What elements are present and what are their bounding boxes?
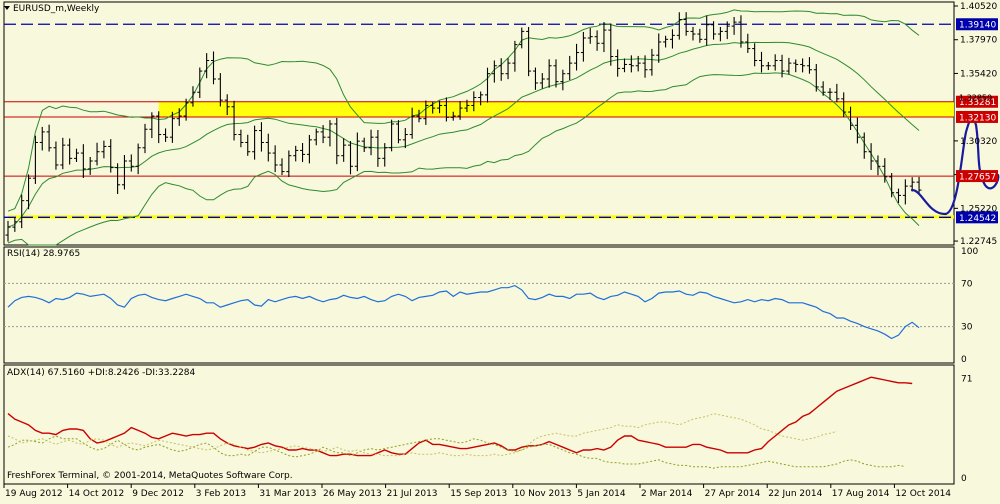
- price-bars: [5, 12, 922, 242]
- level-label-bg-1: [956, 95, 998, 108]
- adx-pane-border: [3, 364, 955, 485]
- price-tick-label-6: 1.22745: [960, 237, 997, 247]
- time-tick-label-12: 22 Jun 2014: [768, 489, 822, 499]
- rsi-tick-label-3: 0: [961, 355, 967, 365]
- time-tick-label-14: 12 Oct 2014: [895, 489, 951, 499]
- rsi-pane-border: [3, 246, 955, 364]
- time-tick-label-10: 2 Mar 2014: [641, 489, 693, 499]
- time-tick-label-7: 15 Sep 2013: [450, 489, 507, 499]
- level-label-2: 1.32130: [959, 113, 996, 123]
- time-tick-label-2: 9 Dec 2012: [132, 489, 184, 499]
- copyright-text: FreshForex Terminal, © 2001-2014, MetaQu…: [7, 471, 293, 481]
- time-tick-label-9: 5 Jan 2014: [577, 489, 625, 499]
- time-axis: 19 Aug 2012 14 Oct 2012 9 Dec 2012 3 Feb 20…: [3, 484, 951, 499]
- time-tick-label-4: 31 Mar 2013: [259, 489, 316, 499]
- rsi-series: [7, 284, 920, 340]
- rsi-pane: 100 70 30 0 RSI(14) 28.9765: [3, 246, 978, 365]
- level-labels: 1.39140 1.33281 1.32130 1.27657 1.24542 1.328…: [956, 18, 998, 224]
- level-label-bg-4: [956, 211, 998, 224]
- time-tick-label-1: 14 Oct 2012: [69, 489, 125, 499]
- level-label-0: 1.39140: [959, 21, 996, 31]
- dropdown-arrow-icon[interactable]: [4, 6, 10, 10]
- price-tick-label-3: 1.30320: [960, 137, 997, 147]
- zone-0: [158, 101, 954, 117]
- bollinger-middle: [7, 41, 920, 228]
- chart-title: EURUSD_m,Weekly: [13, 4, 100, 14]
- adx-series-2: [7, 413, 837, 457]
- price-tick-label-2: 1.35420: [960, 69, 997, 79]
- level-label-hidden: 1.32850: [959, 93, 992, 102]
- time-tick-label-5: 26 May 2013: [323, 489, 382, 499]
- adx-title: ADX(14) 67.5160 +DI:8.2426 -DI:33.2284: [7, 368, 196, 378]
- level-label-bg-0: [956, 18, 998, 31]
- time-tick-label-6: 21 Jul 2013: [387, 489, 438, 499]
- time-tick-label-0: 19 Aug 2012: [5, 489, 63, 499]
- price-tick-label-5: 1.25220: [960, 204, 997, 214]
- bollinger-upper: [7, 9, 920, 212]
- price-pane: 1.405201.379701.354201.303201.277701.252…: [3, 1, 1000, 247]
- adx-axis: 71 0: [961, 375, 972, 484]
- rsi-line: [7, 284, 920, 340]
- rsi-axis: 100 70 30 0: [961, 247, 978, 365]
- level-label-3: 1.27657: [959, 173, 996, 183]
- adx-pane: 71 0 ADX(14) 67.5160 +DI:8.2426 -DI:33.22…: [3, 364, 972, 485]
- rsi-title: RSI(14) 28.9765: [7, 249, 80, 259]
- rsi-tick-label-2: 30: [961, 323, 973, 333]
- rsi-tick-label-1: 70: [961, 279, 973, 289]
- adx-series-0: [7, 376, 913, 457]
- adx-tick-label-1: 0: [961, 474, 967, 484]
- time-tick-label-3: 3 Feb 2013: [196, 489, 246, 499]
- adx-tick-label-0: 71: [961, 375, 972, 385]
- bollinger-bands: [7, 9, 920, 246]
- level-label-1: 1.33281: [959, 98, 996, 108]
- level-label-4: 1.24542: [959, 214, 996, 224]
- adx-lines: [7, 376, 913, 469]
- price-tick-label-1: 1.37970: [960, 36, 997, 46]
- horizontal-levels: [4, 23, 954, 218]
- time-tick-label-8: 10 Nov 2013: [514, 489, 572, 499]
- price-pane-border: [3, 1, 955, 246]
- level-label-bg-3: [956, 170, 998, 183]
- rsi-tick-label-0: 100: [961, 247, 978, 257]
- time-tick-label-11: 27 Apr 2014: [705, 489, 761, 499]
- price-tick-label-0: 1.40520: [960, 2, 997, 12]
- level-label-bg-2: [956, 110, 998, 123]
- time-tick-label-13: 17 Aug 2014: [832, 489, 890, 499]
- bollinger-lower: [7, 72, 920, 246]
